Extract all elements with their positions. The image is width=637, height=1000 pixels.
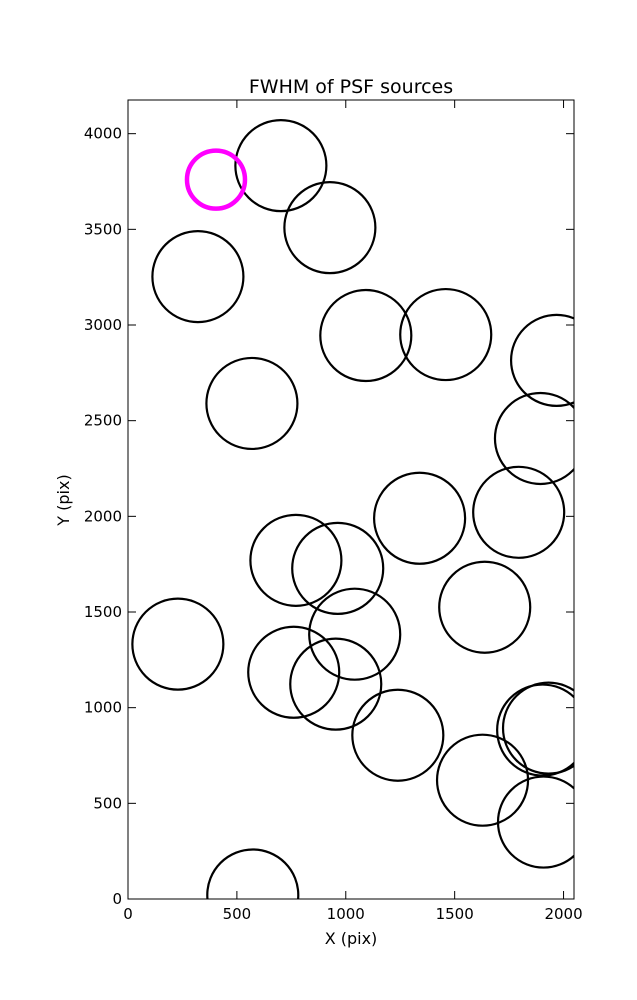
marker [249, 513, 343, 607]
x-tick-label: 1500 [436, 905, 474, 923]
marker [283, 181, 377, 275]
x-tick-label: 500 [223, 905, 252, 923]
marker [131, 597, 225, 691]
marker [289, 637, 383, 731]
y-tick-label: 3500 [84, 220, 122, 238]
marker [234, 119, 328, 213]
marker [438, 560, 532, 654]
y-tick-label: 1000 [84, 699, 122, 717]
marker [496, 775, 574, 869]
marker [151, 229, 245, 324]
marker [319, 288, 413, 383]
marker [501, 681, 574, 775]
y-tick-label: 4000 [84, 125, 122, 143]
plot-area [131, 119, 574, 899]
y-tick-label: 0 [112, 890, 122, 908]
highlight-marker [184, 148, 248, 211]
marker [247, 625, 341, 719]
marker [351, 688, 445, 782]
y-tick-label: 2500 [84, 412, 122, 430]
marker [493, 391, 574, 486]
marker [205, 356, 299, 451]
y-tick-label: 2000 [84, 507, 122, 525]
plot-frame [127, 99, 575, 900]
y-tick-label: 1500 [84, 603, 122, 621]
marker [291, 521, 385, 615]
marker [509, 313, 574, 407]
x-tick-label: 2000 [544, 905, 582, 923]
x-tick-label: 1000 [327, 905, 365, 923]
chart-title: FWHM of PSF sources [249, 76, 453, 98]
x-axis-label: X (pix) [325, 929, 378, 948]
y-axis-label: Y (pix) [54, 474, 73, 526]
y-tick-label: 3000 [84, 316, 122, 334]
y-tick-label: 500 [93, 794, 122, 812]
marker [206, 848, 300, 899]
marker [472, 465, 566, 559]
marker [308, 587, 402, 681]
marker [372, 471, 467, 565]
x-tick-label: 0 [123, 905, 133, 923]
marker [399, 287, 493, 382]
